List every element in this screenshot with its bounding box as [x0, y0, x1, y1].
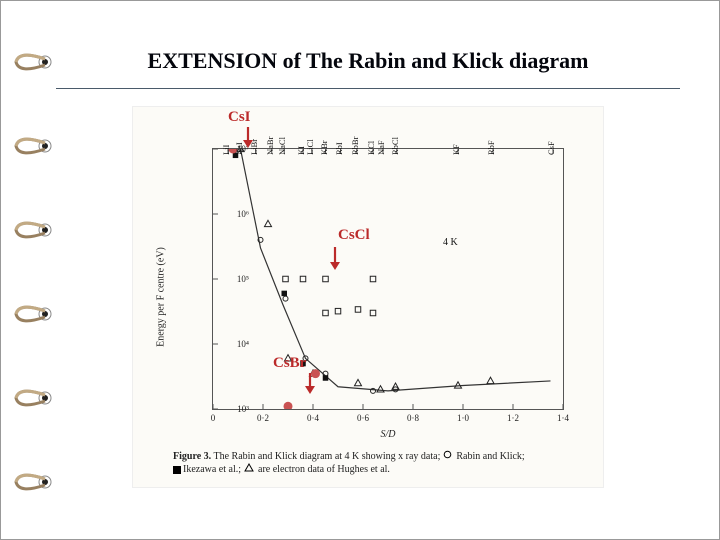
- arrow-down-icon: [303, 373, 317, 400]
- compound-label: KCl: [366, 141, 376, 155]
- binder-ring: [13, 304, 43, 320]
- y-tick: 10⁶: [237, 209, 249, 219]
- compound-label: NaBr: [265, 137, 275, 155]
- caption-leg3: are electron data of Hughes et al.: [256, 465, 390, 476]
- compound-label: RbCl: [390, 137, 400, 155]
- binder-ring: [13, 220, 43, 236]
- x-tick: 1·2: [507, 413, 519, 423]
- y-axis-label: Energy per F centre (eV): [156, 247, 167, 347]
- compound-label: NaCl: [277, 137, 287, 155]
- caption-main: The Rabin and Klick diagram at 4 K showi…: [211, 451, 440, 462]
- y-tick: 10⁵: [237, 274, 249, 284]
- caption-leg2: Ikezawa et al.;: [183, 465, 244, 476]
- temperature-label: 4 K: [443, 237, 458, 248]
- annotation-label: CsBr: [273, 355, 306, 372]
- open-triangle-icon: [244, 463, 254, 477]
- compound-label: LiI: [221, 145, 231, 155]
- x-tick: 1·0: [457, 413, 469, 423]
- caption-bold: Figure 3.: [173, 451, 211, 462]
- caption-leg1: Rabin and Klick;: [454, 451, 525, 462]
- y-tick: 10³: [237, 404, 249, 414]
- spiral-binder: [0, 0, 56, 540]
- x-tick: 1·4: [557, 413, 569, 423]
- plot-area: [213, 149, 563, 409]
- figure-caption: Figure 3. The Rabin and Klick diagram at…: [173, 450, 583, 477]
- compound-label: NaF: [376, 140, 386, 155]
- arrow-down-icon: [241, 127, 255, 154]
- y-tick: 10⁴: [237, 339, 249, 349]
- page-title: EXTENSION of The Rabin and Klick diagram: [56, 48, 680, 74]
- x-tick: 0·2: [257, 413, 269, 423]
- divider: [56, 88, 680, 89]
- annotation-label: CsI: [228, 109, 251, 126]
- open-circle-icon: [443, 450, 452, 464]
- binder-ring: [13, 388, 43, 404]
- annotation-label: CsCl: [338, 227, 370, 244]
- compound-label: KF: [451, 144, 461, 155]
- compound-label: RbBr: [350, 137, 360, 155]
- compound-label: CsF: [546, 141, 556, 155]
- x-tick: 0: [211, 413, 216, 423]
- filled-square-icon: [173, 466, 181, 474]
- arrow-down-icon: [328, 247, 342, 276]
- compound-label: LiCl: [305, 139, 315, 155]
- slide-page: EXTENSION of The Rabin and Klick diagram…: [56, 0, 720, 540]
- binder-ring: [13, 472, 43, 488]
- x-tick: 0·4: [307, 413, 319, 423]
- x-tick: 0·6: [357, 413, 369, 423]
- figure: Energy per F centre (eV) S/D 4 K Figure …: [133, 107, 603, 487]
- x-axis-label: S/D: [213, 429, 563, 440]
- x-tick: 0·8: [407, 413, 419, 423]
- chart-svg: [213, 149, 563, 409]
- compound-label: RbI: [334, 142, 344, 155]
- compound-label: KBr: [319, 140, 329, 155]
- binder-ring: [13, 52, 43, 68]
- compound-label: RbF: [486, 140, 496, 155]
- binder-ring: [13, 136, 43, 152]
